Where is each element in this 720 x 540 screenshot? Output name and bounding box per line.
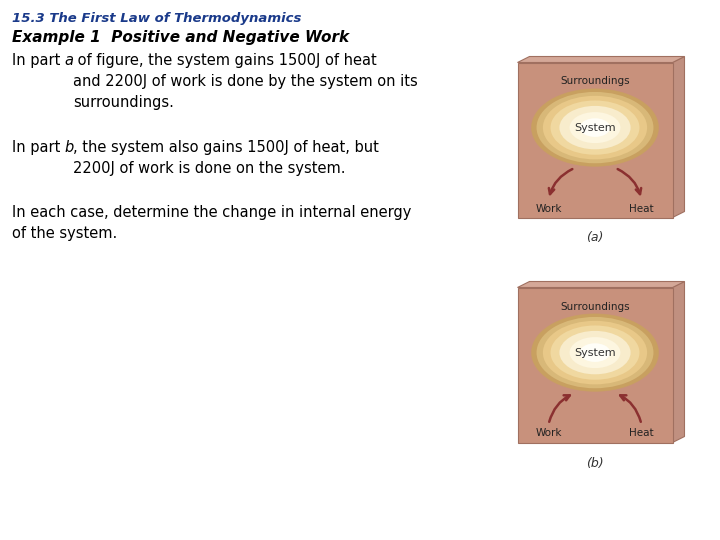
Text: b: b (64, 140, 73, 155)
Ellipse shape (580, 343, 611, 362)
FancyBboxPatch shape (518, 287, 672, 442)
Text: Surroundings: Surroundings (560, 77, 630, 86)
Polygon shape (672, 57, 685, 218)
Ellipse shape (531, 314, 659, 391)
Text: System: System (574, 348, 616, 357)
Ellipse shape (580, 118, 611, 137)
Ellipse shape (570, 112, 621, 143)
Text: Example 1  Positive and Negative Work: Example 1 Positive and Negative Work (12, 30, 349, 45)
Ellipse shape (531, 89, 659, 166)
Ellipse shape (559, 106, 631, 149)
Text: a: a (64, 53, 73, 68)
Polygon shape (518, 281, 685, 287)
FancyBboxPatch shape (518, 63, 672, 218)
Text: Heat: Heat (629, 429, 654, 438)
Text: In part: In part (12, 53, 65, 68)
Polygon shape (518, 57, 685, 63)
Ellipse shape (536, 317, 654, 388)
Text: 15.3 The First Law of Thermodynamics: 15.3 The First Law of Thermodynamics (12, 12, 302, 25)
Ellipse shape (543, 96, 647, 159)
Text: Work: Work (535, 429, 562, 438)
Text: (b): (b) (586, 456, 604, 469)
Text: In each case, determine the change in internal energy
of the system.: In each case, determine the change in in… (12, 205, 411, 241)
Ellipse shape (543, 321, 647, 384)
Text: (a): (a) (586, 232, 603, 245)
Ellipse shape (536, 92, 654, 163)
Ellipse shape (570, 337, 621, 368)
Ellipse shape (551, 100, 639, 155)
Polygon shape (672, 281, 685, 442)
Ellipse shape (551, 326, 639, 380)
Ellipse shape (559, 331, 631, 374)
Text: System: System (574, 123, 616, 133)
Text: In part: In part (12, 140, 65, 155)
Text: of figure, the system gains 1500J of heat
and 2200J of work is done by the syste: of figure, the system gains 1500J of hea… (73, 53, 418, 110)
Text: Heat: Heat (629, 204, 654, 213)
Text: Work: Work (535, 204, 562, 213)
Text: Surroundings: Surroundings (560, 301, 630, 312)
Text: , the system also gains 1500J of heat, but
2200J of work is done on the system.: , the system also gains 1500J of heat, b… (73, 140, 379, 176)
